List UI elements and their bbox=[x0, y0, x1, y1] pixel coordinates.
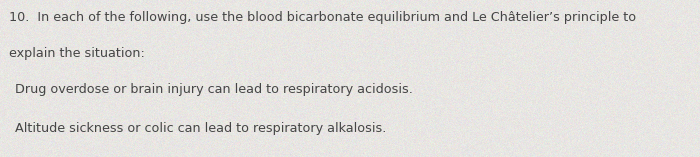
Text: Altitude sickness or colic can lead to respiratory alkalosis.: Altitude sickness or colic can lead to r… bbox=[15, 122, 387, 135]
Text: 10.  In each of the following, use the blood bicarbonate equilibrium and Le Chât: 10. In each of the following, use the bl… bbox=[9, 11, 636, 24]
Text: Drug overdose or brain injury can lead to respiratory acidosis.: Drug overdose or brain injury can lead t… bbox=[15, 83, 413, 96]
Text: explain the situation:: explain the situation: bbox=[9, 47, 145, 60]
